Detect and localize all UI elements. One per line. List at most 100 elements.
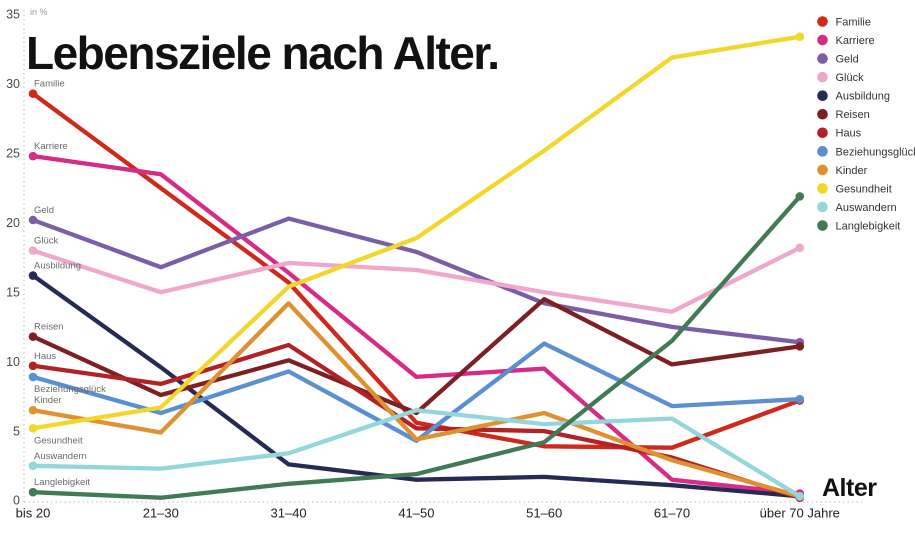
x-axis-tick-label: bis 20 xyxy=(16,506,51,521)
legend-label-geld: Geld xyxy=(836,54,859,66)
series-line-gluck xyxy=(30,245,802,314)
legend-label-haus: Haus xyxy=(836,128,862,140)
series-label-kinder: Kinder xyxy=(34,395,61,406)
legend-dot-karriere xyxy=(817,34,828,46)
series-line-reisen xyxy=(30,297,802,416)
series-end-dot-gluck xyxy=(795,243,805,253)
y-axis-tick-label: 0 xyxy=(13,494,20,508)
y-axis-tick-label: 15 xyxy=(6,285,20,299)
series-start-labels: Familie Karriere Geld Glück Ausbildung Reisen… xyxy=(34,79,106,489)
legend-item: Beziehungsglück xyxy=(817,146,915,158)
legend-label-ausbildung: Ausbildung xyxy=(836,91,890,103)
x-axis-tick-label: 31–40 xyxy=(271,506,307,521)
series-start-dot-beziehungsgluck xyxy=(28,372,38,382)
series-start-dot-familie xyxy=(28,89,38,98)
legend-item: Karriere xyxy=(817,34,875,47)
series-label-geld: Geld xyxy=(34,205,54,216)
series-line-langlebigkeit xyxy=(30,194,802,500)
legend-item: Reisen xyxy=(817,108,870,121)
legend-label-familie: Familie xyxy=(836,16,871,28)
series-line-karriere xyxy=(30,153,802,496)
legend-dot-haus xyxy=(817,127,828,139)
series-line-familie xyxy=(30,91,802,450)
legend-label-reisen: Reisen xyxy=(836,109,870,121)
y-axis-unit-label: in % xyxy=(30,7,48,17)
series-label-beziehungsgluck: Beziehungsglück xyxy=(34,384,106,395)
y-axis-tick-label: 30 xyxy=(6,77,20,91)
series-line-gesundheit xyxy=(30,34,802,431)
series-line-haus xyxy=(30,342,802,500)
series-end-dot-auswandern xyxy=(795,492,805,501)
legend-item: Familie xyxy=(817,16,871,28)
series-start-dot-kinder xyxy=(28,405,38,415)
series-end-dot-reisen xyxy=(795,342,805,351)
series-label-haus: Haus xyxy=(34,351,56,362)
y-axis-tick-label: 5 xyxy=(13,424,20,438)
legend-dot-ausbildung xyxy=(817,90,828,101)
legend-dot-gluck xyxy=(817,71,828,83)
series-start-dot-langlebigkeit xyxy=(28,487,38,497)
legend-label-langlebigkeit: Langlebigkeit xyxy=(836,220,901,232)
series-label-familie: Familie xyxy=(34,79,65,90)
legend-item: Ausbildung xyxy=(817,90,890,103)
y-axis-tick-label: 10 xyxy=(6,355,20,369)
legend-label-beziehungsgluck: Beziehungsglück xyxy=(836,146,915,158)
series-start-dot-geld xyxy=(28,215,38,225)
legend-item: Auswandern xyxy=(817,201,897,214)
series-start-dot-gluck xyxy=(28,246,38,255)
series-label-ausbildung: Ausbildung xyxy=(34,261,81,272)
x-axis-tick-label: über 70 Jahre xyxy=(760,506,840,521)
y-axis-tick-label: 20 xyxy=(6,216,20,230)
x-axis-tick-label: 41–50 xyxy=(398,506,434,521)
series-end-dot-langlebigkeit xyxy=(795,192,805,201)
x-axis-tick-label: 21–30 xyxy=(143,506,179,521)
legend-dot-kinder xyxy=(817,164,828,176)
legend-dot-geld xyxy=(817,53,828,64)
legend-dot-reisen xyxy=(817,108,828,120)
series-label-gesundheit: Gesundheit xyxy=(34,435,83,446)
series-line-auswandern xyxy=(30,408,802,499)
legend-item: Haus xyxy=(817,127,862,140)
legend-label-gluck: Glück xyxy=(836,72,865,84)
legend-dot-auswandern xyxy=(817,201,828,213)
y-axis-tick-label: 25 xyxy=(6,147,20,161)
y-axis-tick-label: 35 xyxy=(6,8,20,22)
legend-dot-langlebigkeit xyxy=(817,220,828,231)
legend-item: Gesundheit xyxy=(817,183,892,195)
x-axis-tick-label: 51–60 xyxy=(526,506,562,521)
legend-dot-beziehungsgluck xyxy=(817,146,828,157)
series-start-dot-reisen xyxy=(28,332,38,341)
series-start-dot-ausbildung xyxy=(28,271,38,280)
series-start-dot-haus xyxy=(28,361,38,371)
legend-label-gesundheit: Gesundheit xyxy=(836,183,892,195)
chart-title: Lebensziele nach Alter. xyxy=(26,27,500,79)
series-label-auswandern: Auswandern xyxy=(34,451,87,462)
legend-item: Geld xyxy=(817,53,859,66)
series-label-langlebigkeit: Langlebigkeit xyxy=(34,477,90,488)
series-label-reisen: Reisen xyxy=(34,322,64,333)
series-label-karriere: Karriere xyxy=(34,141,68,152)
series-end-dot-beziehungsgluck xyxy=(795,394,805,404)
series-start-dot-gesundheit xyxy=(28,423,38,433)
series-line-geld xyxy=(30,216,802,345)
legend-item: Kinder xyxy=(817,164,868,177)
series-start-dot-auswandern xyxy=(28,461,38,471)
x-axis-title: Alter xyxy=(822,474,877,502)
axes: 0 5 10 15 20 25 30 35 bis 20 21–30 31–40 41–50 51–60… xyxy=(6,8,862,521)
legend-label-karriere: Karriere xyxy=(836,35,875,47)
series-line-kinder xyxy=(30,301,802,499)
x-axis-tick-label: 61–70 xyxy=(654,506,690,521)
series-lines xyxy=(28,32,805,503)
series-line-ausbildung xyxy=(30,273,802,499)
legend-label-kinder: Kinder xyxy=(836,165,868,177)
series-start-dot-karriere xyxy=(28,151,38,161)
series-end-dot-gesundheit xyxy=(795,32,805,42)
legend-label-auswandern: Auswandern xyxy=(836,202,897,214)
series-label-gluck: Glück xyxy=(34,236,59,247)
legend-dot-familie xyxy=(817,16,828,27)
legend-dot-gesundheit xyxy=(817,183,828,194)
legend: Familie Karriere Geld Glück Ausbildung Reisen… xyxy=(817,16,915,232)
legend-item: Glück xyxy=(817,71,865,84)
